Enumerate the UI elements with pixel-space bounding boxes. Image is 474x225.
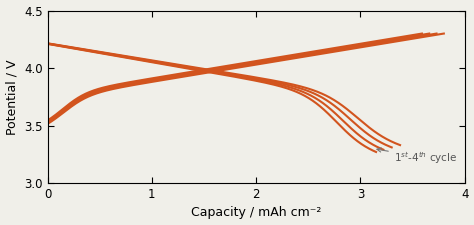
X-axis label: Capacity / mAh cm⁻²: Capacity / mAh cm⁻² bbox=[191, 207, 321, 219]
Text: $1^{st}$-$4^{th}$ cycle: $1^{st}$-$4^{th}$ cycle bbox=[377, 148, 457, 166]
Y-axis label: Potential / V: Potential / V bbox=[6, 59, 18, 135]
